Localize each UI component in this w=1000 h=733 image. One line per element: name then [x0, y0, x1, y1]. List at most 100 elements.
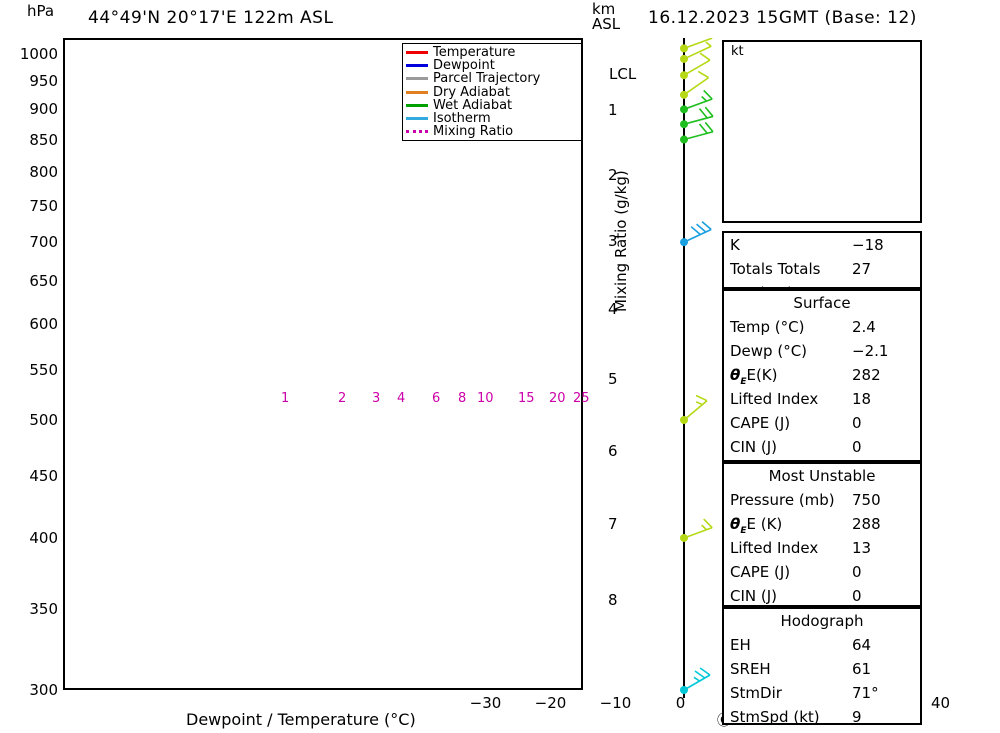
lcl-label: LCL	[609, 64, 637, 83]
legend-item-dewpoint: Dewpoint	[406, 59, 578, 72]
height-unit-label: km ASL	[592, 2, 620, 32]
stat-row: CIN (J) 0	[724, 584, 920, 608]
hodograph-stats-panel: Hodograph EH 64 SREH 61 StmDir 71° StmSpd (kt) 9	[722, 607, 922, 726]
stat-key: θEE (K)	[730, 515, 783, 536]
stat-value: 0	[852, 438, 862, 456]
height-tick-8: 8	[608, 590, 618, 609]
legend-swatch-icon	[406, 103, 428, 107]
legend-label: Isotherm	[433, 111, 491, 127]
stat-value: 0	[852, 414, 862, 432]
stat-value: 64	[852, 636, 872, 654]
pressure-tick-450: 450	[29, 466, 58, 485]
legend-label: Wet Adiabat	[433, 97, 513, 113]
stat-key: Totals Totals	[730, 260, 821, 278]
pressure-tick-600: 600	[29, 314, 58, 333]
mixing-ratio-label-1: 1	[281, 391, 290, 406]
stat-row: Totals Totals 27	[724, 257, 920, 281]
stat-key: CAPE (J)	[730, 414, 791, 432]
pressure-tick-1000: 1000	[19, 44, 58, 63]
pressure-tick-950: 950	[29, 71, 58, 90]
mixing-ratio-label-6: 6	[432, 391, 441, 406]
stat-key: Lifted Index	[730, 390, 819, 408]
legend-item-mixing-ratio: Mixing Ratio	[406, 125, 578, 138]
legend-swatch-icon	[406, 90, 428, 94]
stat-row: θEE(K) 282	[724, 363, 920, 387]
stat-row: Lifted Index 13	[724, 536, 920, 560]
mixing-ratio-label-2: 2	[338, 391, 347, 406]
wind-barb-column	[680, 38, 714, 698]
stat-row: CAPE (J) 0	[724, 411, 920, 435]
legend-swatch-icon	[406, 64, 428, 68]
stat-row: Lifted Index 18	[724, 387, 920, 411]
legend-swatch-icon	[406, 77, 428, 81]
stat-row: EH 64	[724, 633, 920, 657]
most-unstable-panel: Most Unstable Pressure (mb) 750 θEE (K) 288 L…	[722, 462, 922, 607]
stat-key: θEE(K)	[730, 366, 778, 387]
pressure-tick-350: 350	[29, 599, 58, 618]
stat-key: StmDir	[730, 684, 782, 702]
mixing-ratio-label-8: 8	[458, 391, 467, 406]
x-tick--10: −10	[599, 694, 632, 712]
panel-title: Hodograph	[780, 612, 864, 630]
height-tick-5: 5	[608, 370, 618, 389]
height-tick-3: 3	[608, 232, 618, 251]
legend-item-parcel-trajectory: Parcel Trajectory	[406, 72, 578, 85]
stat-key: StmSpd (kt)	[730, 708, 820, 726]
stat-value: 71°	[852, 684, 879, 702]
stat-value: 288	[852, 515, 881, 533]
height-tick-2: 2	[608, 165, 618, 184]
legend-item-temperature: Temperature	[406, 46, 578, 59]
stat-row: StmSpd (kt) 9	[724, 705, 920, 729]
stat-key: Pressure (mb)	[730, 491, 835, 509]
mixing-ratio-label-4: 4	[397, 391, 406, 406]
height-unit-km: km	[592, 0, 616, 18]
legend-swatch-icon	[406, 117, 428, 121]
stat-key: Temp (°C)	[730, 318, 805, 336]
pressure-tick-850: 850	[29, 130, 58, 149]
hodograph-unit-label: kt	[731, 44, 744, 59]
stat-row: Temp (°C) 2.4	[724, 315, 920, 339]
mixing-ratio-label-10: 10	[477, 391, 494, 406]
stat-value: 9	[852, 708, 862, 726]
legend-swatch-icon	[406, 130, 428, 134]
mixing-ratio-label-15: 15	[518, 391, 535, 406]
stat-value: 2.4	[852, 318, 876, 336]
pressure-tick-650: 650	[29, 272, 58, 291]
stat-key: Lifted Index	[730, 539, 819, 557]
height-tick-1: 1	[608, 101, 618, 120]
run-datetime-title: 16.12.2023 15GMT (Base: 12)	[648, 8, 917, 28]
x-tick-0: 0	[675, 694, 686, 712]
pressure-tick-700: 700	[29, 233, 58, 252]
stat-value: 282	[852, 366, 881, 384]
stat-row: Pressure (mb) 750	[724, 488, 920, 512]
legend-swatch-icon	[406, 51, 428, 55]
mixing-ratio-label-3: 3	[372, 391, 381, 406]
legend-label: Dry Adiabat	[433, 84, 510, 100]
stat-value: 61	[852, 660, 872, 678]
mixing-ratio-label-25: 25	[573, 391, 590, 406]
pressure-unit-label: hPa	[27, 2, 55, 20]
pressure-tick-750: 750	[29, 196, 58, 215]
pressure-tick-900: 900	[29, 100, 58, 119]
x-tick--20: −20	[534, 694, 567, 712]
stat-key: CAPE (J)	[730, 563, 791, 581]
station-title: 44°49'N 20°17'E 122m ASL	[88, 8, 334, 28]
stat-key: SREH	[730, 660, 771, 678]
panel-title: Surface	[793, 294, 851, 312]
stat-value: 13	[852, 539, 872, 557]
legend-item-wet-adiabat: Wet Adiabat	[406, 99, 578, 112]
skewt-plot-frame	[63, 38, 583, 690]
stat-row: StmDir 71°	[724, 681, 920, 705]
stat-row: SREH 61	[724, 657, 920, 681]
legend-label: Parcel Trajectory	[433, 71, 541, 87]
chart-legend: Temperature Dewpoint Parcel Trajectory Dry …	[402, 43, 582, 142]
stat-key: K	[730, 236, 740, 254]
stat-value: 0	[852, 587, 862, 605]
height-tick-6: 6	[608, 441, 618, 460]
stat-value: 27	[852, 260, 872, 278]
stat-value: 0	[852, 563, 862, 581]
mixing-ratio-axis-title: Mixing Ratio (g/kg)	[612, 170, 630, 312]
stat-key: CIN (J)	[730, 587, 778, 605]
pressure-tick-500: 500	[29, 410, 58, 429]
